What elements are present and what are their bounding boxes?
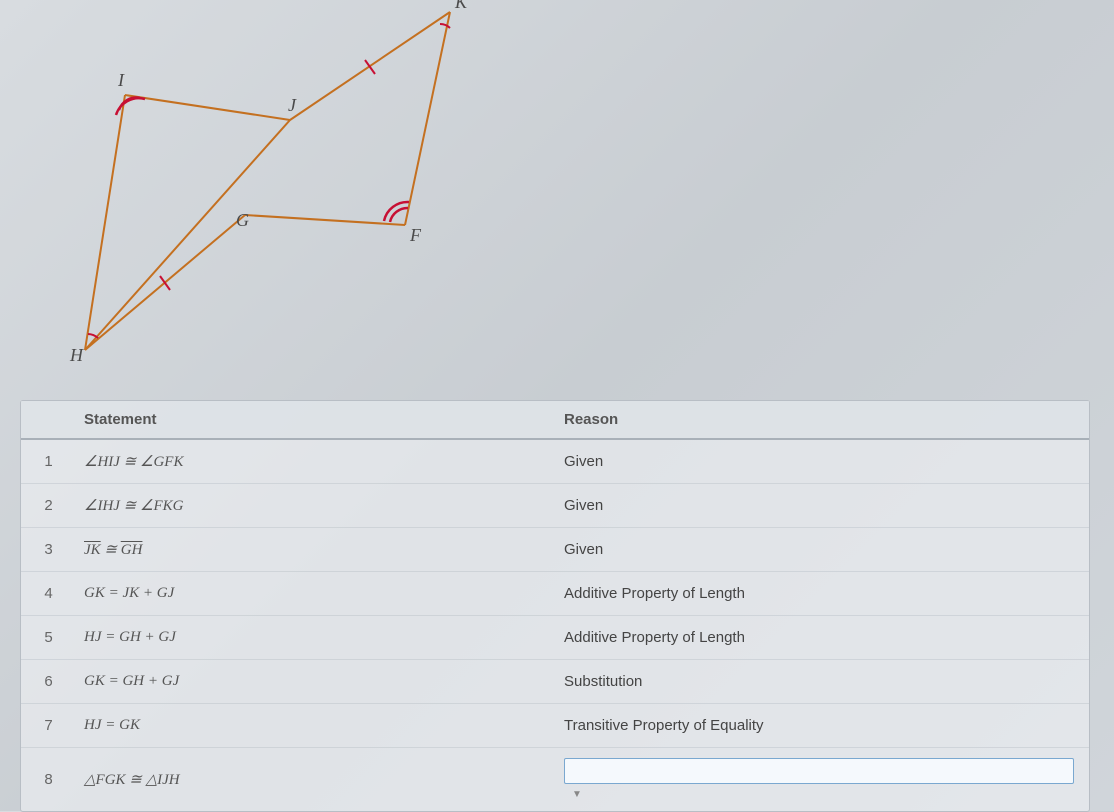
row-number: 4 [21, 575, 76, 612]
reason-cell: Given [556, 443, 1089, 480]
header-statement: Statement [76, 401, 556, 438]
line-IJ [125, 95, 290, 120]
statement-cell: JK ≅ GH [76, 530, 556, 569]
reason-cell: Given [556, 531, 1089, 568]
table-row: 7 HJ = GK Transitive Property of Equalit… [21, 704, 1089, 748]
table-row: 6 GK = GH + GJ Substitution [21, 660, 1089, 704]
table-header-row: Statement Reason [21, 401, 1089, 440]
reason-cell: Additive Property of Length [556, 619, 1089, 656]
table-row: 4 GK = JK + GJ Additive Property of Leng… [21, 572, 1089, 616]
row-number: 5 [21, 619, 76, 656]
statement-cell: ∠HIJ ≅ ∠GFK [76, 442, 556, 481]
dropdown-arrow-icon[interactable]: ▼ [572, 789, 582, 800]
triangle-diagram-svg [30, 0, 530, 390]
reason-input-cell: ▼ [556, 748, 1089, 811]
point-label-J: J [288, 95, 296, 116]
row-number: 8 [21, 761, 76, 798]
tick-GH [160, 276, 170, 290]
table-row: 8 △FGK ≅ △IJH ▼ [21, 748, 1089, 811]
geometry-diagram: I J K G F H [30, 0, 530, 390]
reason-cell: Given [556, 487, 1089, 524]
statement-cell: HJ = GH + GJ [76, 619, 556, 656]
statement-cell: GK = GH + GJ [76, 663, 556, 700]
point-label-F: F [410, 225, 421, 246]
angle-arc-H [88, 334, 98, 338]
row-number: 2 [21, 487, 76, 524]
point-label-I: I [118, 70, 124, 91]
point-label-H: H [70, 345, 83, 366]
statement-cell: HJ = GK [76, 707, 556, 744]
table-row: 5 HJ = GH + GJ Additive Property of Leng… [21, 616, 1089, 660]
statement-cell: ∠IHJ ≅ ∠FKG [76, 486, 556, 525]
reason-cell: Transitive Property of Equality [556, 707, 1089, 744]
header-num-col [21, 401, 76, 438]
point-label-K: K [455, 0, 467, 13]
row-number: 1 [21, 443, 76, 480]
point-label-G: G [236, 210, 249, 231]
reason-answer-input[interactable] [564, 758, 1074, 784]
statement-cell: GK = JK + GJ [76, 575, 556, 612]
table-row: 2 ∠IHJ ≅ ∠FKG Given [21, 484, 1089, 528]
line-GF [245, 215, 405, 225]
row-number: 6 [21, 663, 76, 700]
angle-arc-I-2 [116, 98, 145, 115]
row-number: 7 [21, 707, 76, 744]
reason-cell: Substitution [556, 663, 1089, 700]
header-reason: Reason [556, 401, 1089, 438]
tick-JK [365, 60, 375, 74]
table-row: 3 JK ≅ GH Given [21, 528, 1089, 572]
statement-cell: △FGK ≅ △IJH [76, 760, 556, 799]
line-FK [405, 12, 450, 225]
row-number: 3 [21, 531, 76, 568]
angle-arc-K [440, 24, 450, 28]
proof-table: Statement Reason 1 ∠HIJ ≅ ∠GFK Given 2 ∠… [20, 400, 1090, 812]
table-row: 1 ∠HIJ ≅ ∠GFK Given [21, 440, 1089, 484]
reason-cell: Additive Property of Length [556, 575, 1089, 612]
